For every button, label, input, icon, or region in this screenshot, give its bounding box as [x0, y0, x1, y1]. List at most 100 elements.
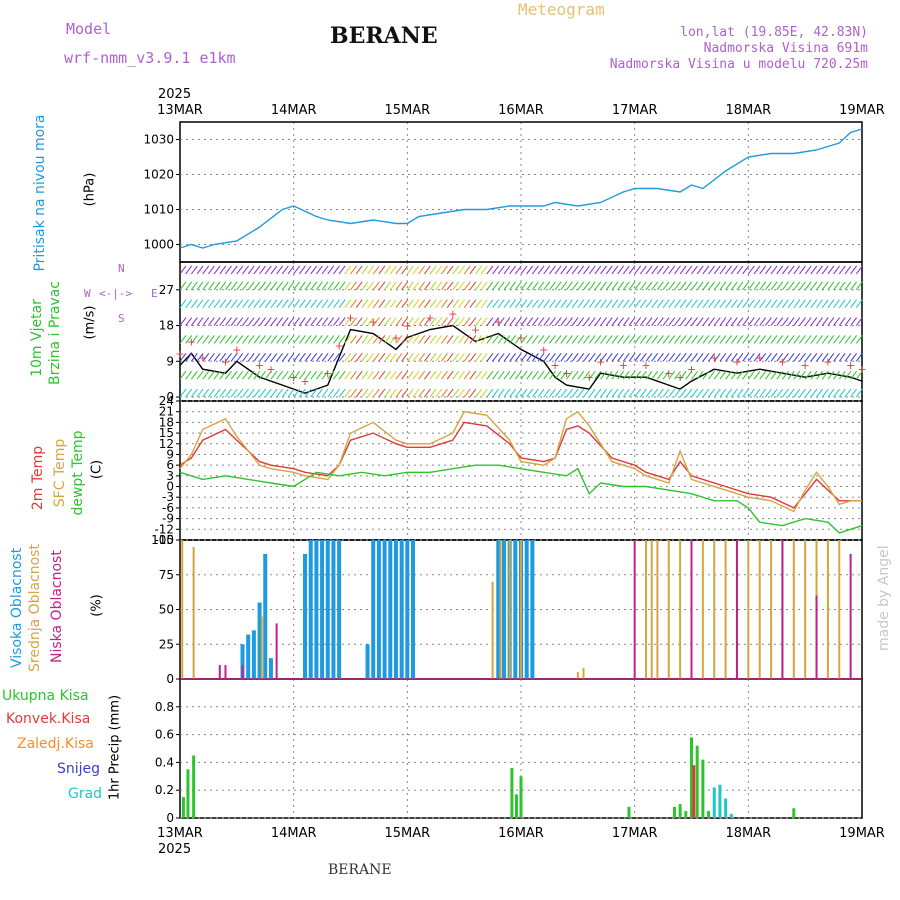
wind-barb — [384, 265, 392, 275]
wind-barb — [566, 388, 573, 398]
wind-barb — [497, 299, 505, 308]
wind-barb — [401, 299, 409, 308]
cloud-bar — [275, 623, 278, 679]
cloud-bar — [499, 540, 502, 679]
wind-barb — [634, 281, 642, 291]
wind-barb — [560, 370, 568, 380]
wind-barb — [520, 352, 528, 362]
wind-barb — [816, 388, 823, 398]
wind-barb — [605, 281, 613, 291]
wind-barb — [833, 299, 840, 308]
wind-barb — [441, 281, 448, 291]
wind-barb — [344, 281, 352, 291]
wind-barb — [475, 299, 482, 308]
wind-barb — [452, 281, 460, 291]
x-tick-label-top: 18MAR — [725, 103, 771, 118]
wind-barb — [469, 335, 477, 344]
wind-barb — [310, 335, 318, 344]
wind-barb — [429, 370, 437, 380]
wind-barb — [219, 265, 227, 275]
wind-barb — [423, 370, 431, 380]
wind-barb — [446, 352, 454, 362]
wind-barb — [236, 281, 244, 291]
wind-barb — [611, 335, 619, 344]
wind-barb — [196, 335, 204, 344]
wind-barb — [401, 335, 409, 344]
wind-barb — [651, 317, 659, 326]
wind-barb — [793, 299, 801, 308]
cloud-bar — [508, 540, 511, 679]
wind-barb — [588, 317, 596, 326]
wind-barb — [503, 281, 511, 291]
wind-barb — [509, 352, 517, 362]
x-tick-label-bottom: 18MAR — [725, 826, 771, 841]
meteogram-title: Meteogram — [518, 0, 605, 19]
wind-barb — [350, 265, 357, 275]
wind-barb — [429, 317, 437, 326]
wind-compass-n: N — [118, 262, 125, 275]
wind-barb — [759, 335, 767, 344]
wind-barb — [628, 352, 636, 362]
wind-barb — [287, 299, 295, 308]
wind-barb — [185, 335, 193, 344]
wind-barb — [315, 388, 323, 398]
wind-barb — [406, 388, 414, 398]
precip-bar — [510, 767, 514, 818]
wind-barb — [668, 352, 676, 362]
wind-barb — [423, 281, 431, 291]
wind-barb — [799, 299, 806, 308]
wind-barb — [287, 352, 295, 362]
wind-barb — [793, 317, 801, 326]
wind-barb — [639, 317, 647, 326]
wind-barb — [730, 281, 738, 291]
wind-barb — [389, 352, 397, 362]
cloud-y-tick-label: 100 — [151, 533, 174, 547]
wind-barb — [327, 299, 335, 308]
cloud-bar — [815, 595, 818, 679]
wind-barb — [764, 370, 772, 380]
wind-barb — [827, 370, 835, 380]
wind-barb — [753, 352, 761, 362]
wind-barb — [543, 388, 551, 398]
precip-bar — [792, 808, 796, 818]
wind-barb — [543, 335, 551, 344]
wind-barb — [418, 388, 426, 398]
wind-barb — [605, 370, 613, 380]
wind-barb — [634, 265, 642, 275]
wind-barb — [367, 388, 374, 398]
precip-y-tick-label: 0 — [166, 811, 174, 825]
wind-barb — [190, 317, 198, 326]
wind-barb — [668, 370, 676, 380]
temperature-series-line — [179, 464, 863, 534]
cloud-bar — [826, 540, 829, 679]
wind-barb — [742, 352, 750, 362]
wind-barb — [594, 335, 602, 344]
wind-barb — [230, 388, 238, 398]
wind-barb — [844, 317, 852, 326]
wind-barb — [458, 317, 465, 326]
x-tick-label-top: 19MAR — [839, 103, 885, 118]
wind-barb — [554, 370, 562, 380]
wind-barb — [219, 281, 227, 291]
wind-barb — [225, 388, 232, 398]
wind-barb — [247, 335, 255, 344]
wind-barb — [850, 299, 858, 308]
wind-barb — [657, 317, 664, 326]
wind-barb — [327, 335, 335, 344]
wind-barb — [458, 299, 465, 308]
wind-barb — [713, 281, 721, 291]
wind-barb — [566, 370, 573, 380]
wind-barb — [344, 299, 352, 308]
cloud-bar — [268, 658, 273, 679]
wind-barb — [270, 335, 278, 344]
wind-barb — [827, 265, 835, 275]
wind-barb — [475, 388, 482, 398]
wind-barb — [247, 317, 255, 326]
wind-barb — [668, 335, 676, 344]
wind-barb — [469, 299, 477, 308]
wind-barb — [799, 281, 806, 291]
wind-barb — [787, 388, 795, 398]
wind-barb — [367, 352, 374, 362]
wind-barb — [662, 265, 670, 275]
wind-barb — [350, 317, 357, 326]
